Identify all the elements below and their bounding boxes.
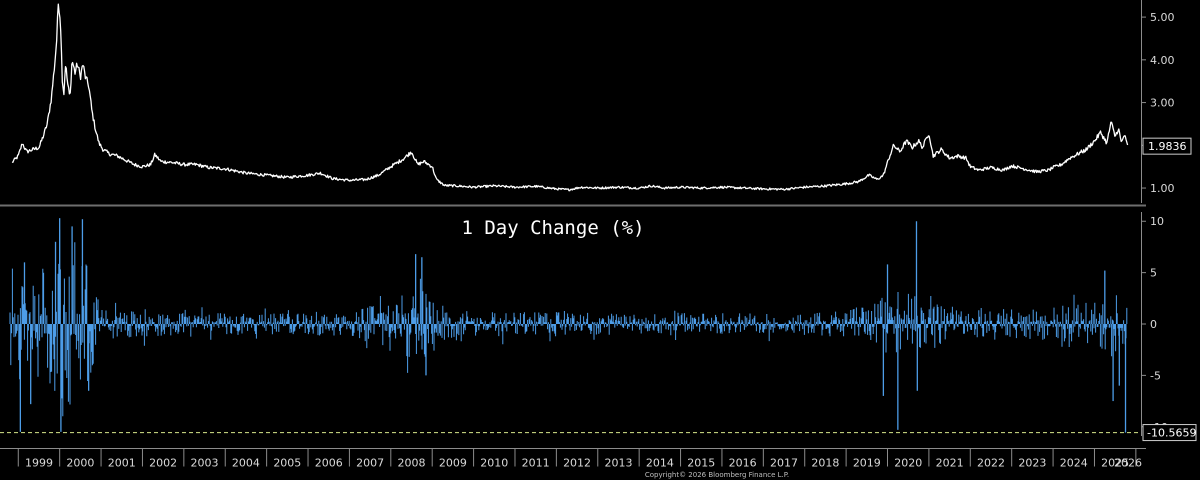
x-axis-year-label: 2010: [480, 457, 508, 470]
change-y-tick-label: -5: [1150, 369, 1161, 382]
x-axis-year-label: 2024: [1060, 457, 1088, 470]
price-last-value: 1.9836: [1148, 140, 1187, 153]
x-axis-year-label: 2018: [811, 457, 839, 470]
change-y-tick-label: 0: [1150, 318, 1157, 331]
x-axis-year-label: 2023: [1018, 457, 1046, 470]
change-y-tick-label: 5: [1150, 267, 1157, 280]
x-axis-year-label: 2022: [977, 457, 1005, 470]
x-axis-year-label: 2003: [191, 457, 219, 470]
x-axis-year-label: 2026: [1114, 457, 1142, 470]
x-axis-year-label: 2013: [604, 457, 632, 470]
x-axis-year-label: 2012: [563, 457, 591, 470]
x-axis-year-label: 2006: [315, 457, 343, 470]
copyright-text: Copyright© 2026 Bloomberg Finance L.P.: [645, 471, 789, 479]
x-axis-year-label: 2000: [66, 457, 94, 470]
change-bars: [9, 229, 1128, 417]
x-axis-year-label: 2019: [853, 457, 881, 470]
change-last-value: -10.5659: [1147, 427, 1196, 440]
price-y-tick-label: 1.00: [1150, 182, 1175, 195]
x-axis-year-label: 2020: [894, 457, 922, 470]
x-axis-year-label: 2011: [522, 457, 550, 470]
x-axis-year-label: 2016: [729, 457, 757, 470]
x-axis-year-label: 2004: [232, 457, 260, 470]
time-x-axis: 1999 2000 2001 2002 2003 2004 2005 2006 2007 2008…: [0, 448, 1146, 470]
price-line: [11, 3, 1129, 192]
price-y-tick-label: 3.00: [1150, 97, 1175, 110]
x-axis-year-label: 2015: [687, 457, 715, 470]
change-last-value-box: -10.5659: [1142, 424, 1197, 442]
x-axis-year-label: 2017: [770, 457, 798, 470]
change-y-tick-label: 10: [1150, 215, 1164, 228]
change-spikes: [19, 218, 1127, 433]
x-axis-year-label: 2007: [356, 457, 384, 470]
price-panel: 1.002.003.004.005.00 1.9836: [11, 0, 1192, 203]
price-y-tick-label: 5.00: [1150, 11, 1175, 24]
x-axis-year-label: 2025: [1101, 457, 1129, 470]
x-axis-year-label: 2021: [936, 457, 964, 470]
x-axis-year-label: 2008: [398, 457, 426, 470]
price-last-value-box: 1.9836: [1142, 137, 1192, 155]
x-axis-year-label: 2014: [646, 457, 674, 470]
x-axis-year-label: 2005: [273, 457, 301, 470]
x-axis-year-label: 2009: [439, 457, 467, 470]
x-axis-year-label: 1999: [25, 457, 53, 470]
price-y-tick-label: 4.00: [1150, 54, 1175, 67]
x-axis-year-label: 2001: [108, 457, 136, 470]
x-axis-year-label: 2002: [149, 457, 177, 470]
change-panel-title: 1 Day Change (%): [461, 217, 644, 239]
